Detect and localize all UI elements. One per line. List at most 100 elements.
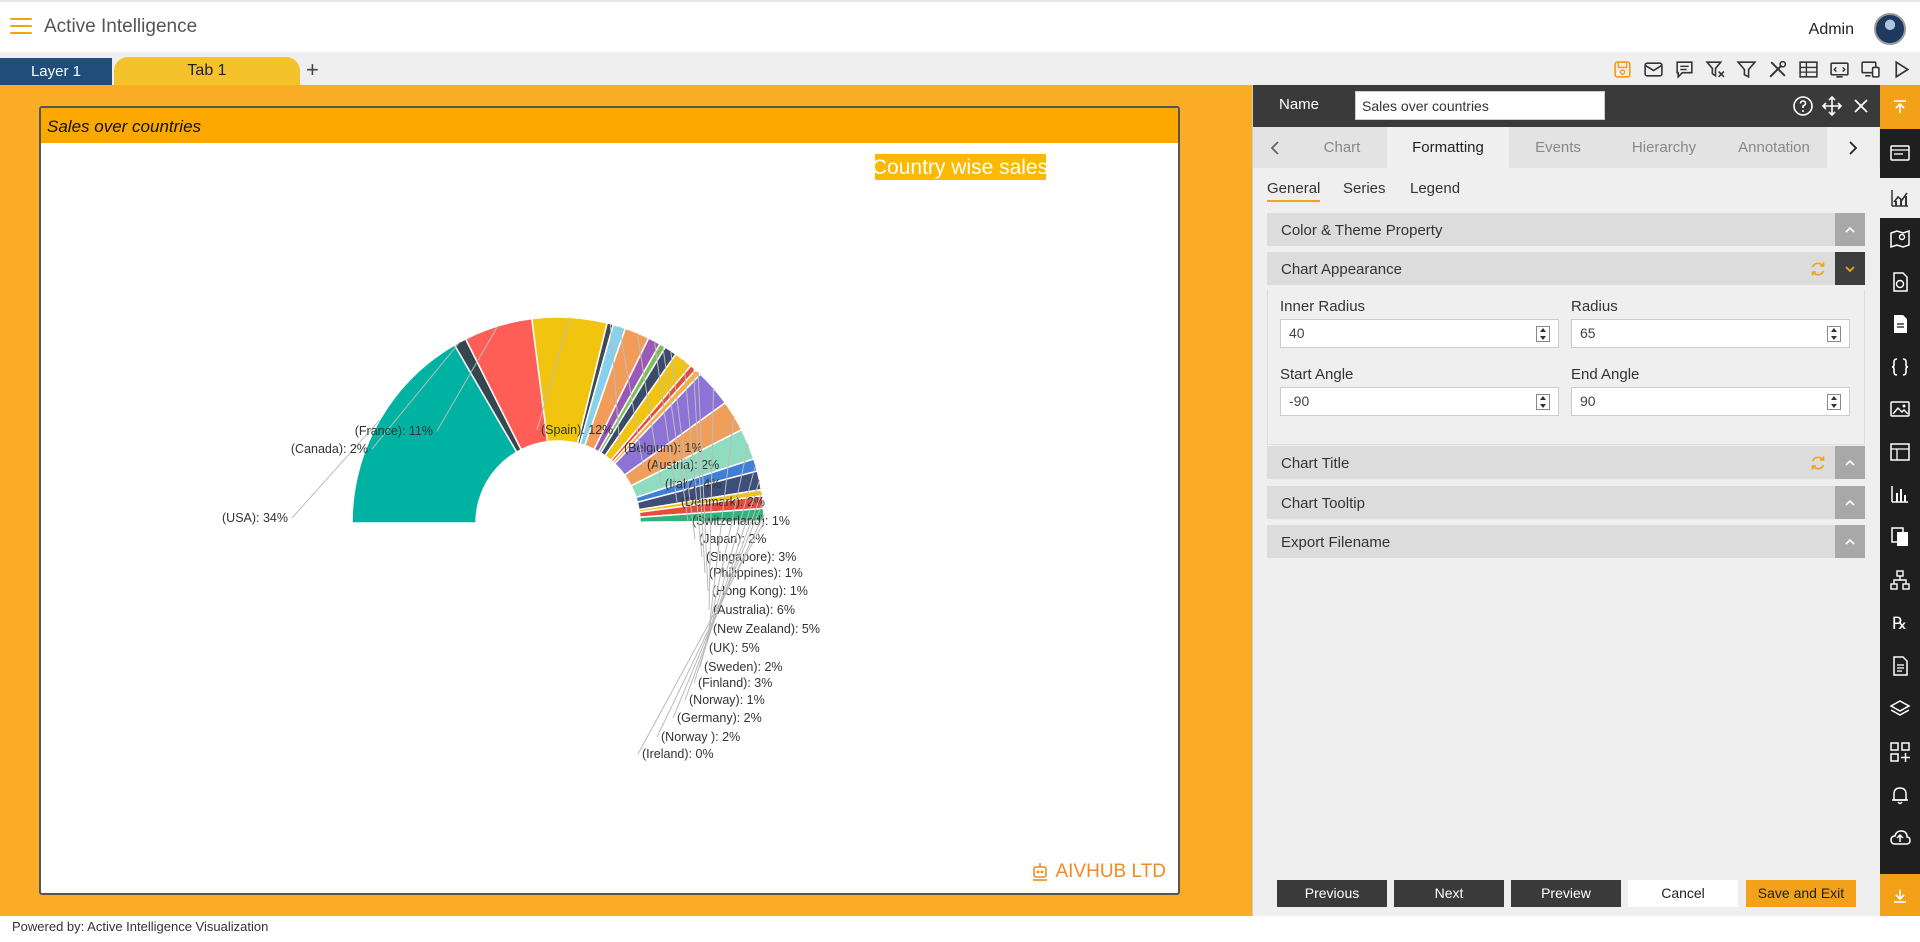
bar-chart-icon[interactable] (1889, 483, 1911, 505)
spinner-icon[interactable] (1827, 326, 1841, 342)
add-widget-icon[interactable] (1889, 741, 1911, 763)
table-icon[interactable] (1798, 59, 1819, 80)
subtab-series[interactable]: Series (1343, 180, 1386, 197)
embed-icon[interactable] (1829, 59, 1850, 80)
slice-label: (Austria): 2% (647, 458, 719, 472)
section-title: Chart Tooltip (1281, 495, 1365, 512)
label-connector (693, 480, 761, 684)
section-chart-tooltip[interactable]: Chart Tooltip (1267, 486, 1865, 519)
preview-button[interactable]: Preview (1511, 880, 1621, 907)
tabs-next-icon[interactable] (1827, 127, 1879, 168)
chevron-up-icon[interactable] (1835, 486, 1865, 519)
hierarchy-icon[interactable] (1889, 569, 1911, 591)
panel-header: Name (1253, 85, 1880, 127)
user-name[interactable]: Admin (1808, 21, 1854, 38)
alarm-icon[interactable] (1889, 784, 1911, 806)
image-icon[interactable] (1889, 398, 1911, 420)
slice-label: (Ireland): 0% (642, 747, 714, 761)
report-icon[interactable] (1889, 142, 1911, 164)
devices-icon[interactable] (1860, 59, 1881, 80)
section-chart-appearance[interactable]: Chart Appearance (1267, 252, 1865, 285)
tab-chart[interactable]: Chart (1323, 139, 1361, 156)
collapse-up-icon[interactable] (1880, 85, 1920, 129)
play-icon[interactable] (1891, 59, 1912, 80)
radius-input[interactable]: 65 (1571, 319, 1850, 348)
tabs-prev-icon[interactable] (1253, 127, 1297, 168)
chevron-up-icon[interactable] (1835, 525, 1865, 558)
spinner-icon[interactable] (1827, 394, 1841, 410)
spinner-icon[interactable] (1536, 394, 1550, 410)
section-chart-title[interactable]: Chart Title (1267, 446, 1865, 479)
slice-label: (Singapore): 3% (706, 550, 796, 564)
robot-icon (1033, 863, 1048, 881)
tab-1[interactable]: Tab 1 (114, 57, 300, 85)
menu-icon[interactable] (10, 18, 32, 36)
document-icon[interactable] (1889, 313, 1911, 335)
inner-radius-input[interactable]: 40 (1280, 319, 1559, 348)
save-and-exit-button[interactable]: Save and Exit (1746, 880, 1856, 907)
cancel-button[interactable]: Cancel (1628, 880, 1738, 907)
tab-layer-1[interactable]: Layer 1 (0, 58, 112, 85)
top-header: Active Intelligence Admin (0, 0, 1920, 52)
label-connector (708, 387, 714, 611)
subtab-legend[interactable]: Legend (1410, 180, 1461, 197)
slice-label: (Norway ): 2% (661, 730, 740, 744)
avatar[interactable] (1874, 13, 1906, 45)
section-export-filename[interactable]: Export Filename (1267, 525, 1865, 558)
name-input[interactable] (1355, 91, 1605, 120)
chart-title-text: Country wise sales (872, 156, 1048, 179)
document-chart-icon[interactable] (1889, 271, 1911, 293)
subtab-general[interactable]: General (1267, 180, 1321, 202)
sub-tabs: General Series Legend (1253, 168, 1880, 214)
tab-events[interactable]: Events (1535, 139, 1581, 156)
chart-widget[interactable]: Sales over countries Country wise sales (… (39, 106, 1180, 895)
panel-footer: Previous Next Preview Cancel Save and Ex… (1253, 880, 1881, 910)
widget-header: Sales over countries (41, 108, 1178, 143)
start-angle-input[interactable]: -90 (1280, 387, 1559, 416)
toolbar (1612, 59, 1912, 80)
end-angle-input[interactable]: 90 (1571, 387, 1850, 416)
tab-hierarchy[interactable]: Hierarchy (1631, 139, 1697, 156)
label-connector (704, 443, 749, 649)
collapse-down-icon[interactable] (1880, 874, 1920, 918)
mail-icon[interactable] (1643, 59, 1664, 80)
tab-formatting[interactable]: Formatting (1387, 127, 1509, 168)
previous-button[interactable]: Previous (1277, 880, 1387, 907)
code-braces-icon[interactable] (1889, 356, 1911, 378)
tools-icon[interactable] (1767, 59, 1788, 80)
comment-icon[interactable] (1674, 59, 1695, 80)
layers-icon[interactable] (1889, 698, 1911, 720)
section-title: Export Filename (1281, 534, 1391, 551)
section-color-theme[interactable]: Color & Theme Property (1267, 213, 1865, 246)
save-icon[interactable] (1612, 59, 1633, 80)
slice-label: (USA): 34% (222, 511, 288, 525)
dashboard-canvas: Sales over countries Country wise sales (… (0, 85, 1252, 916)
add-tab-button[interactable]: + (306, 57, 319, 82)
chevron-up-icon[interactable] (1835, 446, 1865, 479)
tab-annotation[interactable]: Annotation (1738, 139, 1810, 156)
label-connector (670, 350, 696, 540)
layout-icon[interactable] (1889, 441, 1911, 463)
refresh-icon[interactable] (1809, 260, 1827, 278)
powered-by: Powered by: Active Intelligence Visualiz… (0, 916, 1920, 942)
chevron-down-icon[interactable] (1835, 252, 1865, 285)
pie-slice-usa[interactable] (351, 343, 518, 524)
next-button[interactable]: Next (1394, 880, 1504, 907)
label-connector (291, 419, 380, 519)
map-icon[interactable] (1889, 228, 1911, 250)
report-file-icon[interactable] (1889, 655, 1911, 677)
cloud-upload-icon[interactable] (1889, 827, 1911, 849)
pie-chart[interactable]: Country wise sales (USA): 34% (Canada): 2%… (41, 143, 1178, 895)
chart-icon[interactable] (1889, 187, 1911, 209)
help-icon[interactable] (1792, 95, 1814, 117)
refresh-icon[interactable] (1809, 454, 1827, 472)
move-icon[interactable] (1821, 95, 1843, 117)
formula-icon[interactable]: ℞ (1889, 612, 1911, 634)
filter-icon[interactable] (1736, 59, 1757, 80)
clear-filter-icon[interactable] (1705, 59, 1726, 80)
spinner-icon[interactable] (1536, 326, 1550, 342)
close-icon[interactable] (1850, 95, 1872, 117)
section-title: Color & Theme Property (1281, 222, 1443, 239)
chevron-up-icon[interactable] (1835, 213, 1865, 246)
copy-icon[interactable] (1889, 526, 1911, 548)
